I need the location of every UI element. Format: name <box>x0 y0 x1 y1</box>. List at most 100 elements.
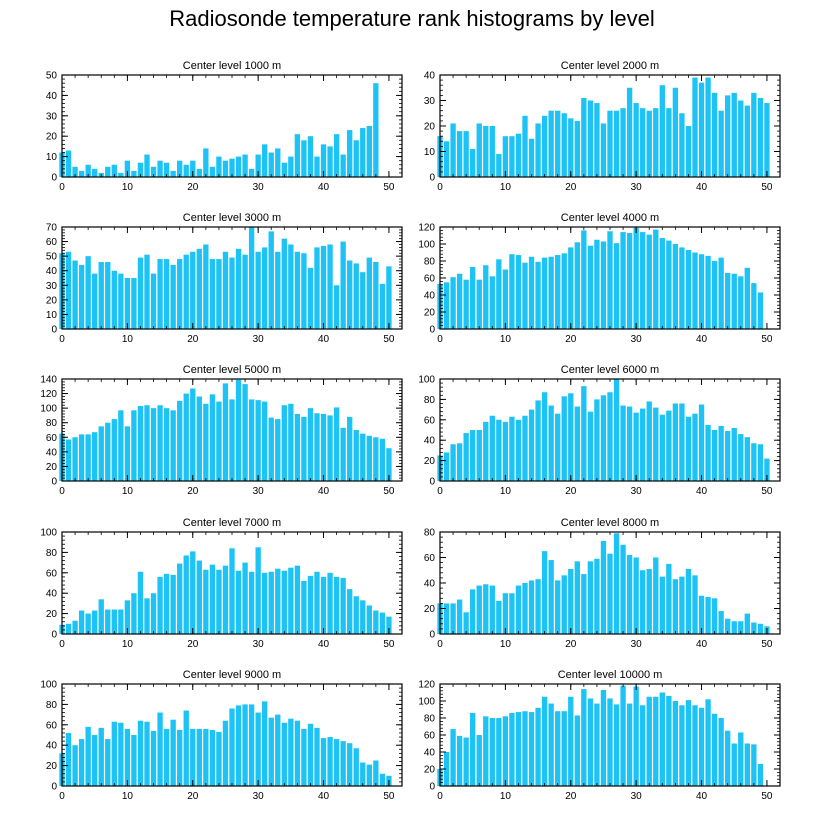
histogram-bar <box>170 264 176 329</box>
histogram-bar <box>528 712 535 786</box>
histogram-bar <box>751 744 757 786</box>
histogram-bar <box>248 227 255 329</box>
histogram-bar <box>360 128 366 177</box>
x-tick-label: 0 <box>437 486 443 497</box>
y-tick-label: 100 <box>40 680 57 691</box>
histogram-bar <box>666 240 672 329</box>
histogram-bar <box>373 437 379 481</box>
histogram-bar <box>555 711 561 786</box>
histogram-bar <box>633 103 639 177</box>
histogram-bar <box>718 611 724 634</box>
histogram-bar <box>255 400 261 481</box>
histogram-bar <box>594 399 600 481</box>
histogram-panel: Center level 8000 m 0 20 40 60 80 0 10 20 30 40 50 <box>424 517 781 650</box>
histogram-bar <box>235 705 242 786</box>
x-tick-label: 20 <box>565 334 577 345</box>
histogram-bar <box>353 596 359 634</box>
histogram-bar <box>307 723 314 786</box>
x-tick-label: 30 <box>631 334 643 345</box>
histogram-bar <box>496 600 502 634</box>
histogram-bar <box>640 108 646 177</box>
histogram-bar <box>72 745 78 786</box>
plot-frame <box>439 378 781 482</box>
histogram-bar <box>196 168 202 177</box>
histogram-bar <box>672 403 679 481</box>
histogram-bar <box>294 413 301 481</box>
histogram-bar <box>646 401 652 481</box>
y-tick-label: 20 <box>46 462 58 473</box>
histogram-bar <box>515 712 522 786</box>
histogram-bar <box>463 612 469 634</box>
histogram-bar <box>751 443 757 481</box>
histogram-bar <box>150 408 157 481</box>
histogram-bar <box>288 403 294 481</box>
histogram-bar <box>594 239 600 329</box>
histogram-bar <box>229 158 235 177</box>
histogram-bar <box>98 727 104 786</box>
histogram-bar <box>731 92 737 177</box>
histogram-bar <box>137 405 144 481</box>
histogram-bar <box>613 243 620 329</box>
histogram-bar <box>711 713 718 786</box>
histogram-bar <box>443 452 450 481</box>
histogram-bar <box>386 266 392 329</box>
histogram-bar <box>725 272 731 329</box>
histogram-bar <box>685 700 692 786</box>
histogram-bar <box>548 560 554 634</box>
histogram-bar <box>496 259 502 329</box>
plot-frame <box>61 683 403 787</box>
y-tick-label: 80 <box>424 714 436 725</box>
histogram-bar <box>522 115 528 177</box>
histogram-bar <box>502 716 509 786</box>
histogram-bar <box>561 253 567 329</box>
histogram-bar <box>327 146 333 177</box>
histogram-panel: Center level 3000 m 0 10 20 30 40 50 60 70 0 10 20 3… <box>46 212 403 345</box>
histogram-bar <box>738 100 744 177</box>
histogram-bar <box>568 118 574 177</box>
histogram-bar <box>183 254 189 329</box>
histogram-bar <box>502 136 509 177</box>
x-tick-label: 30 <box>253 486 265 497</box>
histogram-bar <box>757 97 764 177</box>
histogram-bar <box>705 255 711 329</box>
y-tick-label: 100 <box>40 528 57 539</box>
histogram-bar <box>522 262 528 329</box>
y-tick-label: 20 <box>424 456 436 467</box>
panel-title: Center level 5000 m <box>183 364 281 376</box>
x-tick-label: 10 <box>500 486 512 497</box>
histogram-bar <box>314 727 320 786</box>
histogram-bar <box>718 110 724 177</box>
histogram-bar <box>725 618 731 634</box>
histogram-bar <box>353 140 359 177</box>
histogram-bar <box>157 259 163 329</box>
histogram-bar <box>705 597 711 634</box>
histogram-bar <box>144 405 150 481</box>
histogram-bar <box>502 421 509 481</box>
histogram-bar <box>568 247 574 329</box>
y-tick-label: 30 <box>46 281 58 292</box>
histogram-bar <box>744 437 750 481</box>
histogram-bar <box>443 141 450 177</box>
histogram-bar <box>744 267 750 329</box>
histogram-bar <box>476 430 482 481</box>
y-tick-label: 60 <box>424 731 436 742</box>
histogram-bar <box>353 748 359 786</box>
histogram-bar <box>646 696 652 786</box>
histogram-bar <box>379 773 386 786</box>
histogram-bar <box>340 577 346 634</box>
histogram-bar <box>255 547 261 634</box>
histogram-bar <box>470 148 476 177</box>
histogram-bar <box>744 613 750 634</box>
histogram-bar <box>131 278 137 329</box>
histogram-bar <box>685 416 692 481</box>
histogram-bar <box>607 553 613 634</box>
histogram-bar <box>626 703 633 786</box>
histogram-bar <box>157 405 163 481</box>
histogram-bar <box>268 231 274 329</box>
histogram-bar <box>347 260 353 329</box>
x-tick-label: 0 <box>437 334 443 345</box>
histogram-bar <box>65 732 72 786</box>
histogram-bar <box>209 394 216 481</box>
x-tick-label: 30 <box>631 486 643 497</box>
